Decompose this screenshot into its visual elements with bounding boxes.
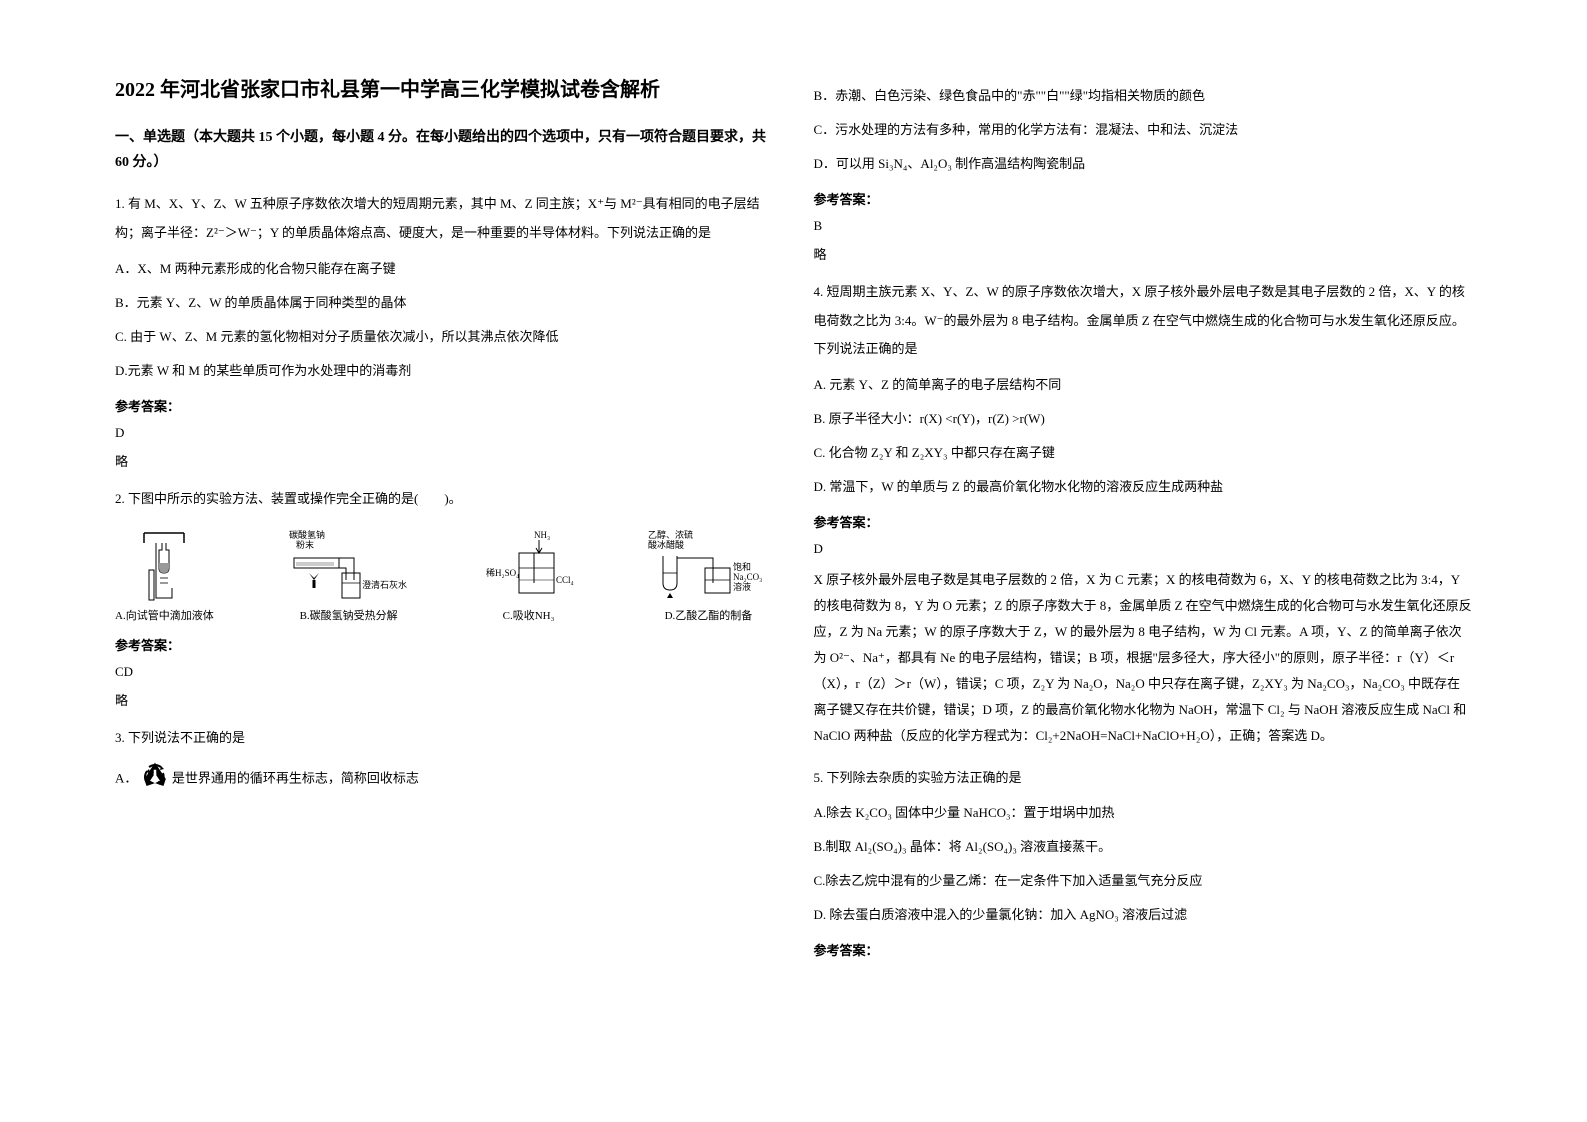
diagram-b: 碳酸氢钠 粉末 澄清石灰水 B.碳酸氢钠受热分解 — [284, 528, 414, 623]
section-heading: 一、单选题（本大题共 15 个小题，每小题 4 分。在每小题给出的四个选项中，只… — [115, 125, 774, 175]
q5-option-b: B.制取 Al₂(SO₄)₃ 晶体：将 Al₂(SO₄)₃ 溶液直接蒸干。 — [814, 834, 1473, 860]
question-text: 4. 短周期主族元素 X、Y、Z、W 的原子序数依次增大，X 原子核外最外层电子… — [814, 284, 1465, 356]
question-5: 5. 下列除去杂质的实验方法正确的是 — [814, 764, 1473, 793]
q3-option-b: B．赤潮、白色污染、绿色食品中的"赤""白""绿"均指相关物质的颜色 — [814, 83, 1473, 109]
q1-brief: 略 — [115, 451, 774, 470]
q3-option-c: C．污水处理的方法有多种，常用的化学方法有：混凝法、中和法、沉淀法 — [814, 117, 1473, 143]
question-text: 1. 有 M、X、Y、Z、W 五种原子序数依次增大的短周期元素，其中 M、Z 同… — [115, 196, 760, 240]
question-text: 2. 下图中所示的实验方法、装置或操作完全正确的是( )。 — [115, 491, 462, 506]
q5-option-a: A.除去 K₂CO₃ 固体中少量 NaHCO₃：置于坩埚中加热 — [814, 800, 1473, 826]
q2-diagrams: A.向试管中滴加液体 碳酸氢钠 粉末 澄清石灰水 B.碳酸氢钠受热分解 NH₃ — [115, 528, 774, 623]
question-4: 4. 短周期主族元素 X、Y、Z、W 的原子序数依次增大，X 原子核外最外层电子… — [814, 278, 1473, 364]
q1-option-b: B．元素 Y、Z、W 的单质晶体属于同种类型的晶体 — [115, 290, 774, 316]
q4-option-a: A. 元素 Y、Z 的简单离子的电子层结构不同 — [814, 372, 1473, 398]
q4-option-c: C. 化合物 Z₂Y 和 Z₂XY₃ 中都只存在离子键 — [814, 440, 1473, 466]
question-text: 3. 下列说法不正确的是 — [115, 730, 245, 745]
question-text: 5. 下列除去杂质的实验方法正确的是 — [814, 770, 1022, 785]
test-tube-icon — [134, 528, 194, 603]
q5-answer-label: 参考答案： — [814, 940, 1473, 959]
q3-answer-label: 参考答案： — [814, 189, 1473, 208]
label-powder: 粉末 — [296, 539, 314, 550]
q3-optA-suffix: 是世界通用的循环再生标志，简称回收标志 — [172, 770, 419, 785]
q3-optA-prefix: A． — [115, 770, 137, 785]
label-nh3: NH₃ — [534, 530, 550, 540]
q5-option-c: C.除去乙烷中混有的少量乙烯：在一定条件下加入适量氢气充分反应 — [814, 868, 1473, 894]
q4-option-b: B. 原子半径大小：r(X) <r(Y)，r(Z) >r(W) — [814, 406, 1473, 432]
q1-option-c: C. 由于 W、Z、M 元素的氢化物相对分子质量依次减小，所以其沸点依次降低 — [115, 324, 774, 350]
diagram-d-caption: D.乙酸乙酯的制备 — [665, 607, 753, 623]
q2-brief: 略 — [115, 690, 774, 709]
label-saturated: 饱和 — [733, 561, 751, 572]
diagram-a: A.向试管中滴加液体 — [115, 528, 214, 623]
label-acetic-acid: 酸冰醋酸 — [648, 539, 684, 550]
ester-prep-icon: 乙醇、浓硫 酸冰醋酸 饱和 Na₂CO₃ 溶液 — [643, 528, 773, 603]
question-2: 2. 下图中所示的实验方法、装置或操作完全正确的是( )。 — [115, 485, 774, 514]
diagram-d: 乙醇、浓硫 酸冰醋酸 饱和 Na₂CO₃ 溶液 D.乙酸乙酯的制备 — [643, 528, 773, 623]
q4-answer-label: 参考答案： — [814, 512, 1473, 531]
diagram-b-caption: B.碳酸氢钠受热分解 — [300, 607, 398, 623]
q1-option-a: A．X、M 两种元素形成的化合物只能存在离子键 — [115, 256, 774, 282]
q1-option-d: D.元素 W 和 M 的某些单质可作为水处理中的消毒剂 — [115, 358, 774, 384]
q4-answer: D — [814, 541, 1473, 557]
diagram-c-caption: C.吸收NH₃ — [503, 607, 555, 623]
diagram-a-caption: A.向试管中滴加液体 — [115, 607, 214, 623]
q3-option-d: D．可以用 Si₃N₄、Al₂O₃ 制作高温结构陶瓷制品 — [814, 151, 1473, 177]
recycle-icon — [141, 761, 169, 798]
right-column: B．赤潮、白色污染、绿色食品中的"赤""白""绿"均指相关物质的颜色 C．污水处… — [794, 75, 1493, 1047]
q3-brief: 略 — [814, 244, 1473, 263]
q1-answer-label: 参考答案： — [115, 396, 774, 415]
q1-answer: D — [115, 425, 774, 441]
q3-option-a: A． 是世界通用的循环再生标志，简称回收标志 — [115, 761, 774, 798]
label-h2so4: 稀H₂SO₄ — [486, 567, 519, 578]
label-solution: 溶液 — [733, 581, 751, 592]
label-sodium-bicarbonate: 碳酸氢钠 — [289, 529, 325, 540]
label-na2co3: Na₂CO₃ — [733, 572, 762, 582]
diagram-c: NH₃ 稀H₂SO₄ CCl₄ C.吸收NH₃ — [484, 528, 574, 623]
absorption-apparatus-icon: NH₃ 稀H₂SO₄ CCl₄ — [484, 528, 574, 603]
q2-answer: CD — [115, 664, 774, 680]
label-ethanol-acid: 乙醇、浓硫 — [648, 529, 693, 540]
q2-answer-label: 参考答案： — [115, 635, 774, 654]
label-ccl4: CCl₄ — [556, 575, 574, 585]
q4-explanation: X 原子核外最外层电子数是其电子层数的 2 倍，X 为 C 元素；X 的核电荷数… — [814, 567, 1473, 749]
document-title: 2022 年河北省张家口市礼县第一中学高三化学模拟试卷含解析 — [115, 75, 774, 105]
label-limewater: 澄清石灰水 — [362, 579, 407, 590]
q3-answer: B — [814, 218, 1473, 234]
question-1: 1. 有 M、X、Y、Z、W 五种原子序数依次增大的短周期元素，其中 M、Z 同… — [115, 190, 774, 247]
heating-apparatus-icon: 碳酸氢钠 粉末 澄清石灰水 — [284, 528, 414, 603]
question-3: 3. 下列说法不正确的是 — [115, 724, 774, 753]
q4-option-d: D. 常温下，W 的单质与 Z 的最高价氧化物水化物的溶液反应生成两种盐 — [814, 474, 1473, 500]
left-column: 2022 年河北省张家口市礼县第一中学高三化学模拟试卷含解析 一、单选题（本大题… — [95, 75, 794, 1047]
q5-option-d: D. 除去蛋白质溶液中混入的少量氯化钠：加入 AgNO₃ 溶液后过滤 — [814, 902, 1473, 928]
